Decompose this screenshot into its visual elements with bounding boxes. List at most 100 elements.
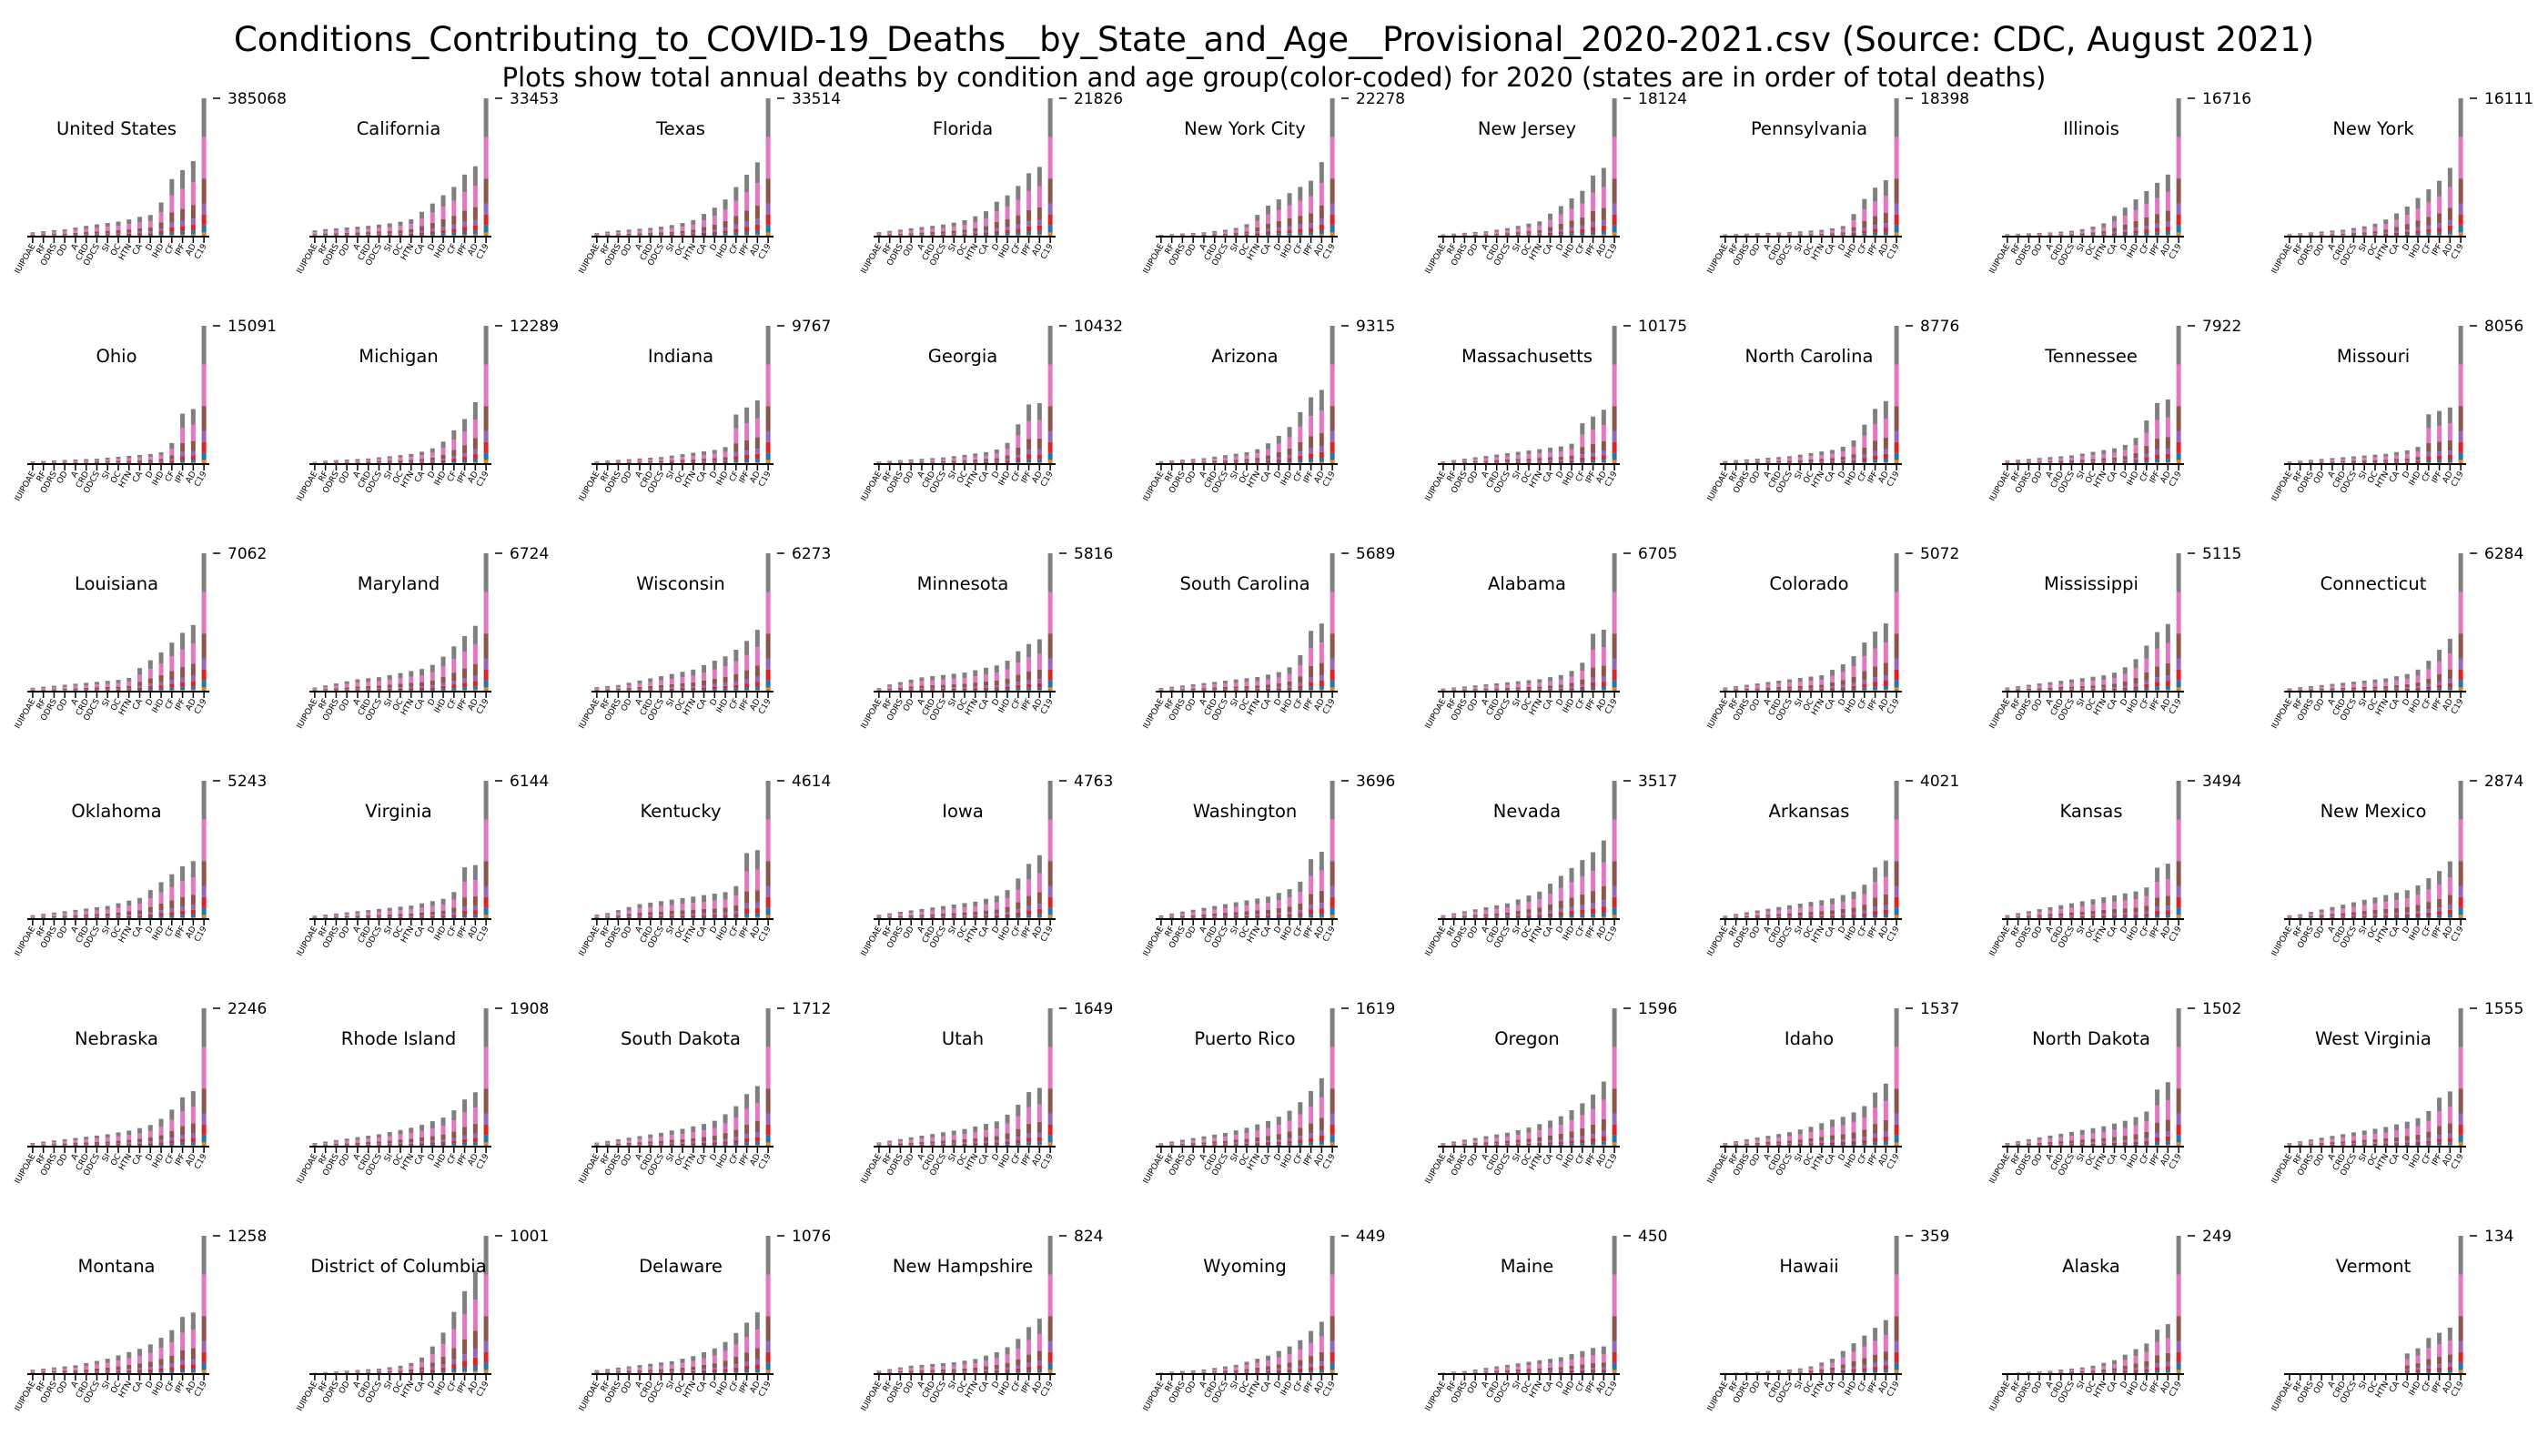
bar-segment [1047,214,1053,226]
bar-segment [1047,452,1053,460]
bar-segment [2383,232,2389,234]
bar [147,660,153,692]
x-tick-label: CF [728,243,741,257]
bar-segment [94,687,99,690]
bar-segment [333,688,339,690]
bar-segment [765,232,771,236]
bar-segment [1830,234,1835,236]
bar-segment [2458,203,2463,215]
bar-segment [2308,462,2313,463]
bar-segment [712,216,717,225]
bar-segment [1319,224,1324,231]
bar [2351,228,2356,237]
bar-segment [1862,233,1867,236]
bar-segment [2016,686,2021,688]
bar-segment [1569,233,1574,236]
y-tick-label: 7922 [2202,318,2241,336]
bar-segment [1330,669,1335,681]
x-tick-label: IUIPOAE [860,697,885,731]
bar-segment [1612,680,1617,688]
bar [472,625,478,692]
bar-segment [2133,438,2138,446]
bar-segment [2155,438,2160,450]
bar-segment [41,686,46,689]
bar-segment [2426,217,2432,226]
bar-segment [2165,461,2170,464]
bar [1612,553,1617,692]
bar-segment [1319,205,1324,219]
bar-segment [669,234,674,236]
bar-segment [2447,455,2452,460]
bar [2394,451,2400,464]
x-tick-label: IUIPOAE [1142,697,1167,731]
bar-segment [1734,234,1739,236]
bar-segment [2458,136,2463,179]
x-tick-label: IUIPOAE [1424,470,1449,503]
bar [2426,414,2432,464]
bar-segment [1580,217,1585,226]
x-tick-label: CF [446,242,459,256]
bar-segment [420,461,425,463]
bar-segment [680,682,685,687]
bar-segment [137,682,143,686]
bar-segment [1026,173,1032,191]
y-tick-label: 21826 [1074,90,1123,108]
bar-segment [2458,452,2463,460]
bar-segment [440,448,446,455]
x-tick-label: A [634,242,645,252]
bar-segment [2437,455,2442,460]
bar [1222,455,1228,464]
bar-segment [2101,689,2107,691]
bar-segment [984,689,989,692]
bar-segment [1840,232,1845,235]
bar-segment [420,686,425,689]
bar-segment [472,663,478,676]
bar [2048,457,2053,464]
bar-segment [472,207,478,220]
bar-segment [615,690,621,691]
bar-segment [1894,658,1899,670]
bar-segment [84,228,89,233]
bar [1558,674,1563,692]
x-tick-label: D [1273,697,1284,707]
bar [1472,685,1478,692]
bar-segment [2058,687,2064,690]
bar-segment [1026,221,1032,227]
bar-segment [323,460,329,462]
x-tick-label: A [1198,242,1209,252]
bar-segment [1894,441,1899,453]
bar-segment [1548,689,1553,691]
bar-segment [626,231,632,234]
bar-segment [2058,689,2064,691]
bar-segment [201,232,207,236]
bar-segment [2090,461,2096,463]
bar [1005,661,1010,692]
bar [158,202,164,237]
bar-segment [1298,235,1303,237]
bar-segment [2155,666,2160,678]
bar-segment [1569,198,1574,209]
bar-segment [1158,690,1164,692]
x-tick-label: CA [1824,697,1837,713]
bar-segment [2458,232,2463,236]
bar-segment [1472,457,1478,460]
bar-segment [1494,229,1500,232]
bar-segment [984,211,989,218]
x-tick-label: A [1198,697,1209,707]
bar-segment [409,224,414,229]
panel-title: Missouri [2337,346,2410,367]
bar-segment [323,462,329,464]
bar-segment [2447,225,2452,231]
bar-segment [1016,684,1021,689]
bar-segment [2458,326,2463,365]
bar-segment [1472,690,1478,691]
bar-segment [2068,688,2074,690]
bar-segment [919,681,925,686]
bar-segment [409,228,414,233]
bar-segment [754,234,760,237]
bar-segment [1754,234,1760,236]
bar-segment [940,684,945,688]
bar-segment [1873,440,1878,451]
bar-segment [754,449,760,454]
bar-segment [84,687,89,690]
